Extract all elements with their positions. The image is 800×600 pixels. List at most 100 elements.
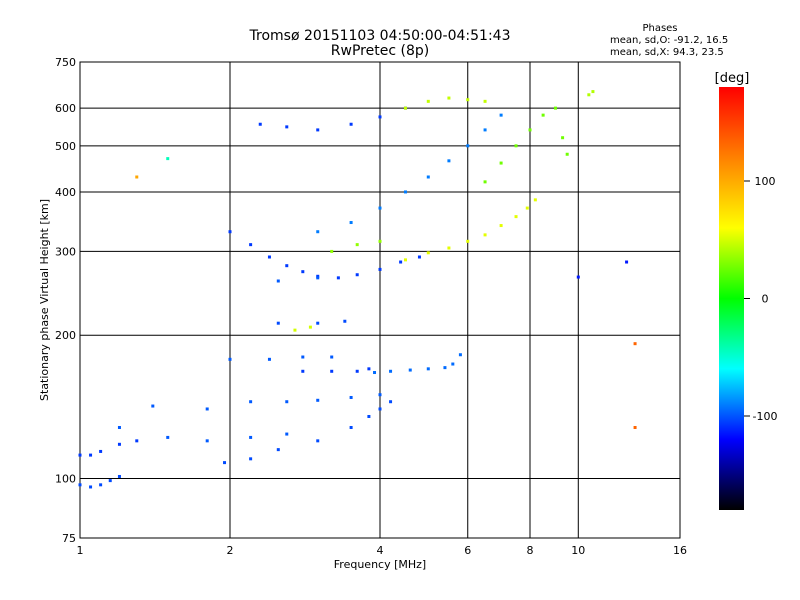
- y-tick-label: 100: [55, 473, 76, 486]
- data-point: [135, 175, 139, 179]
- data-point: [285, 400, 289, 404]
- y-tick-label: 75: [62, 532, 76, 545]
- data-point: [483, 99, 487, 103]
- data-point: [355, 273, 359, 277]
- data-point: [249, 243, 253, 247]
- data-point: [349, 221, 353, 225]
- data-point: [228, 230, 232, 234]
- data-points: [78, 90, 637, 489]
- data-point: [378, 206, 382, 210]
- data-point: [499, 113, 503, 117]
- data-point: [316, 439, 320, 443]
- data-point: [451, 362, 455, 366]
- data-point: [447, 159, 451, 163]
- data-point: [117, 425, 121, 429]
- data-point: [205, 407, 209, 411]
- colorbar-gradient: [719, 87, 744, 510]
- data-point: [223, 461, 227, 465]
- x-tick-label: 16: [673, 544, 687, 557]
- x-tick-label: 6: [464, 544, 471, 557]
- y-tick-label: 750: [55, 56, 76, 69]
- data-point: [135, 439, 139, 443]
- data-point: [249, 435, 253, 439]
- data-point: [89, 485, 93, 489]
- colorbar-ticks: 100 0 -100: [744, 175, 777, 423]
- data-point: [355, 369, 359, 373]
- data-point: [426, 367, 430, 371]
- data-point: [399, 260, 403, 264]
- stats-o-line: mean, sd,O: -91.2, 16.5: [610, 35, 728, 46]
- data-point: [378, 239, 382, 243]
- data-point: [330, 369, 334, 373]
- data-point: [417, 255, 421, 259]
- data-point: [316, 398, 320, 402]
- data-point: [267, 357, 271, 361]
- gridlines: [80, 62, 680, 538]
- x-axis-label: Frequency [MHz]: [334, 558, 426, 571]
- data-point: [403, 190, 407, 194]
- data-point: [293, 328, 297, 332]
- data-point: [276, 279, 280, 283]
- data-point: [483, 180, 487, 184]
- data-point: [99, 449, 103, 453]
- data-point: [533, 198, 537, 202]
- chart-title: Tromsø 20151103 04:50:00-04:51:43: [249, 28, 511, 44]
- data-point: [514, 215, 518, 219]
- data-point: [301, 270, 305, 274]
- data-point: [561, 136, 565, 140]
- y-tick-label: 300: [55, 245, 76, 258]
- data-point: [166, 157, 170, 161]
- data-point: [330, 355, 334, 359]
- y-tick-label: 400: [55, 186, 76, 199]
- data-point: [514, 144, 518, 148]
- x-tick-label: 4: [377, 544, 384, 557]
- x-tick-label: 10: [571, 544, 585, 557]
- data-point: [458, 353, 462, 357]
- chart-subtitle: RwPretec (8p): [331, 43, 429, 59]
- data-point: [367, 414, 371, 418]
- data-point: [349, 425, 353, 429]
- data-point: [108, 479, 112, 483]
- data-point: [78, 483, 82, 487]
- data-point: [483, 128, 487, 132]
- data-point: [349, 395, 353, 399]
- colorbar-tick-label: 0: [762, 293, 769, 306]
- data-point: [447, 246, 451, 250]
- data-point: [308, 325, 312, 329]
- x-axis-ticks: 1 2 4 6 8 10 16: [77, 544, 688, 557]
- data-point: [389, 400, 393, 404]
- data-point: [587, 93, 591, 97]
- data-point: [78, 453, 82, 457]
- data-point: [316, 128, 320, 132]
- data-point: [151, 404, 155, 408]
- data-point: [117, 474, 121, 478]
- x-tick-label: 1: [77, 544, 84, 557]
- data-point: [426, 99, 430, 103]
- colorbar-label: [deg]: [715, 71, 750, 86]
- data-point: [403, 258, 407, 262]
- data-point: [378, 407, 382, 411]
- data-point: [267, 255, 271, 259]
- data-point: [316, 276, 320, 280]
- data-point: [633, 342, 637, 346]
- data-point: [316, 321, 320, 325]
- data-point: [576, 275, 580, 279]
- data-point: [301, 355, 305, 359]
- data-point: [528, 128, 532, 132]
- data-point: [373, 371, 377, 375]
- data-point: [205, 439, 209, 443]
- data-point: [426, 175, 430, 179]
- data-point: [591, 90, 595, 94]
- data-point: [553, 106, 557, 110]
- data-point: [466, 239, 470, 243]
- data-point: [483, 233, 487, 237]
- x-tick-label: 8: [527, 544, 534, 557]
- data-point: [633, 425, 637, 429]
- data-point: [367, 367, 371, 371]
- y-axis-ticks: 75 100 200 300 400 500 600 750: [55, 56, 76, 545]
- data-point: [228, 357, 232, 361]
- data-point: [565, 152, 569, 156]
- data-point: [466, 144, 470, 148]
- data-point: [285, 432, 289, 436]
